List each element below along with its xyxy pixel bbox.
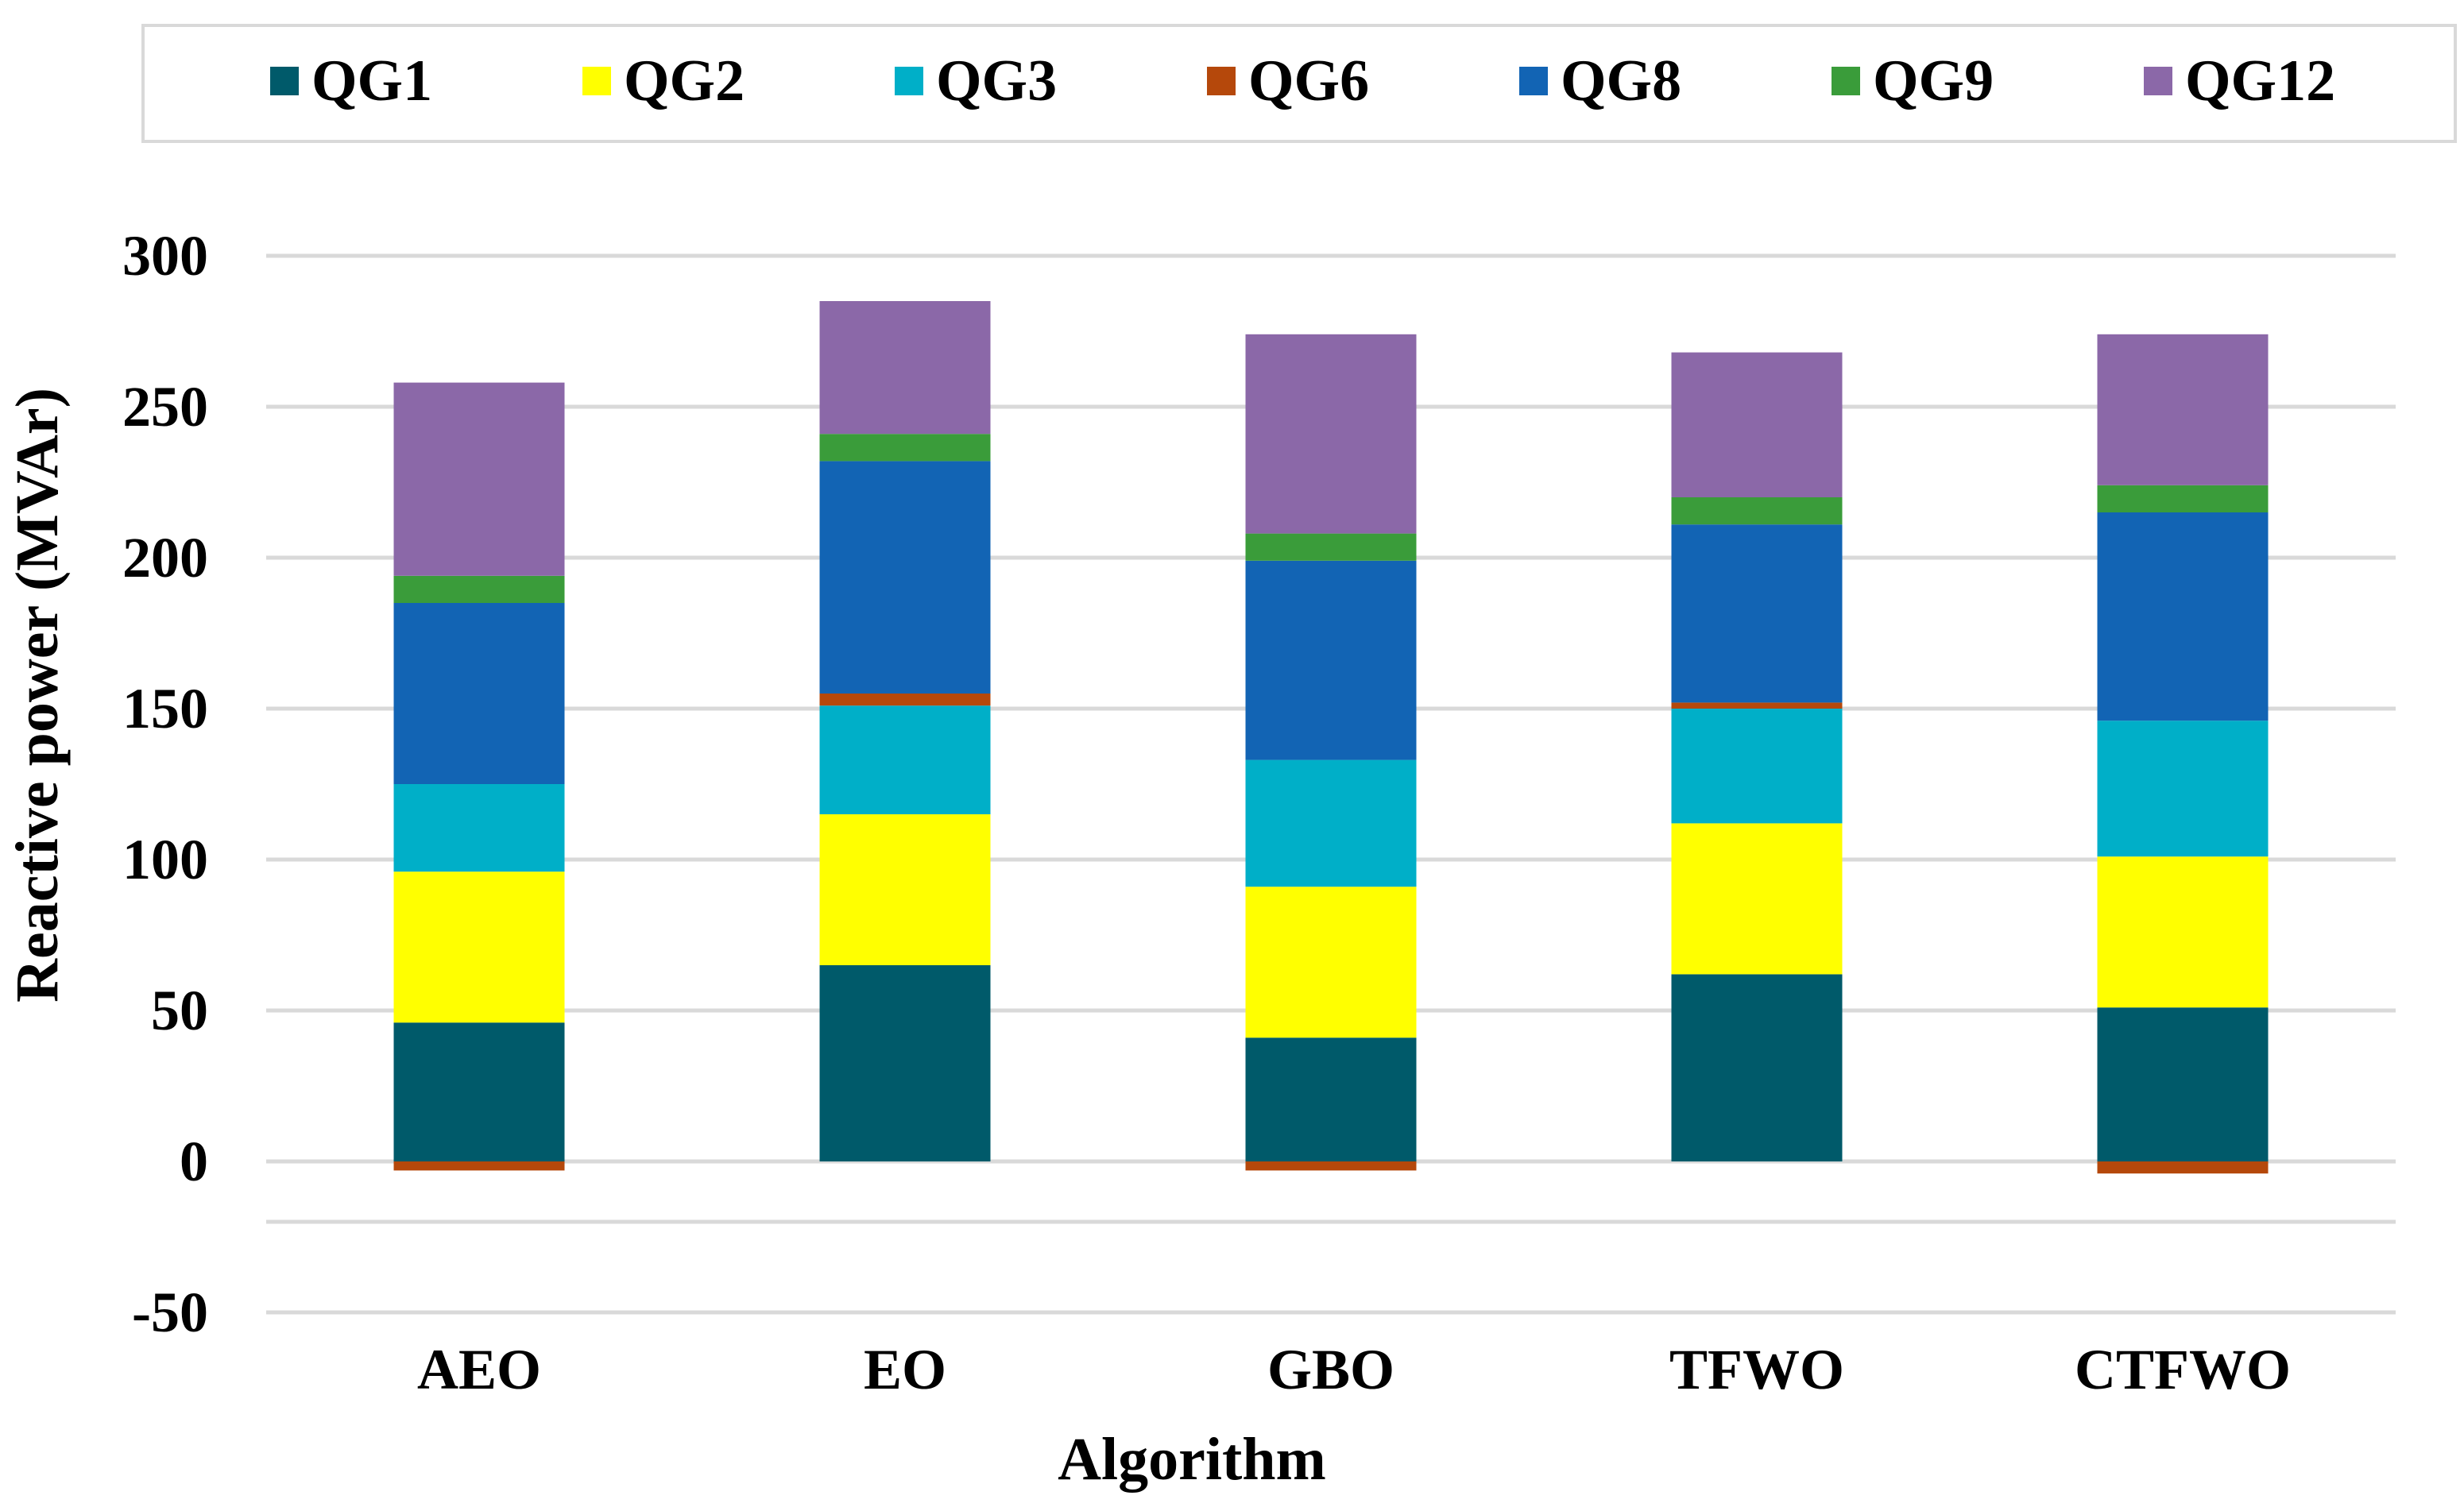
bar-segment-qg6-eo [819,694,991,706]
legend-swatch-qg8 [1519,67,1548,95]
bar-segment-qg2-tfwo [1671,823,1843,975]
bar-segment-qg3-gbo [1245,759,1417,887]
legend-swatch-qg3 [895,67,923,95]
bar-segment-qg1-eo [819,965,991,1161]
bar-segment-qg2-gbo [1245,887,1417,1038]
bar-segment-qg3-ctfwo [2097,721,2269,857]
bar-segment-qg6-ctfwo [2097,1161,2269,1174]
legend-label-qg3: QG3 [936,48,1057,114]
bar-segment-qg1-aeo [393,1022,565,1161]
bar-segment-qg8-aeo [393,603,565,784]
legend-label-qg1: QG1 [311,48,432,114]
bar-segment-qg9-tfwo [1671,497,1843,525]
legend: QG1 QG2 QG3 QG6 QG8 QG9 QG12 [141,24,2457,143]
y-tick-label: 300 [122,224,208,288]
x-axis-ticks: AEO EO GBO TFWO CTFWO [417,1338,2291,1401]
y-tick-label: 0 [180,1130,208,1193]
legend-label-qg9: QG9 [1873,48,1994,114]
bar-segment-qg9-gbo [1245,533,1417,561]
x-axis-title: Algorithm [1058,1426,1326,1493]
bars [393,301,2269,1174]
y-tick-label: 250 [122,375,208,439]
y-tick-label: 50 [151,979,208,1042]
legend-swatch-qg9 [1832,67,1860,95]
bar-segment-qg2-eo [819,814,991,965]
y-tick-label: 150 [122,677,208,740]
x-tick-label: CTFWO [2075,1338,2291,1401]
legend-swatch-qg2 [582,67,611,95]
bar-segment-qg3-aeo [393,784,565,872]
bar-segment-qg1-gbo [1245,1038,1417,1161]
x-tick-label: EO [864,1338,946,1401]
y-tick-label: -50 [132,1281,208,1344]
legend-label-qg8: QG8 [1561,48,1681,114]
bar-segment-qg8-gbo [1245,560,1417,760]
bar-segment-qg2-ctfwo [2097,856,2269,1008]
bar-segment-qg12-tfwo [1671,352,1843,497]
y-axis-ticks: -50 0 50 100 150 200 250 300 [122,224,208,1344]
y-tick-label: 200 [122,526,208,589]
legend-swatch-qg1 [270,67,299,95]
legend-label-qg2: QG2 [624,48,745,114]
bar-segment-qg3-eo [819,705,991,814]
bar-segment-qg12-gbo [1245,334,1417,534]
x-tick-label: TFWO [1669,1338,1844,1401]
legend-box [141,24,2457,143]
y-tick-label: 100 [122,828,208,891]
bar-segment-qg12-eo [819,301,991,435]
legend-swatch-qg6 [1207,67,1236,95]
bar-segment-qg12-aeo [393,382,565,576]
bar-segment-qg6-aeo [393,1161,565,1171]
x-tick-label: GBO [1267,1338,1394,1401]
y-axis-title: Reactive power (MVAr) [4,388,71,1003]
legend-swatch-qg12 [2144,67,2172,95]
bar-segment-qg9-eo [819,434,991,462]
x-tick-label: AEO [417,1338,541,1401]
bar-segment-qg9-ctfwo [2097,485,2269,512]
bar-segment-qg9-aeo [393,575,565,603]
bar-segment-qg1-tfwo [1671,974,1843,1161]
bar-segment-qg12-ctfwo [2097,334,2269,485]
bar-segment-qg2-aeo [393,871,565,1023]
bar-segment-qg6-gbo [1245,1161,1417,1171]
bar-segment-qg8-tfwo [1671,524,1843,703]
bar-segment-qg8-eo [819,461,991,694]
bar-segment-qg6-tfwo [1671,702,1843,709]
bar-segment-qg3-tfwo [1671,709,1843,824]
bar-segment-qg1-ctfwo [2097,1007,2269,1161]
bar-segment-qg8-ctfwo [2097,512,2269,721]
legend-label-qg12: QG12 [2185,48,2335,114]
legend-label-qg6: QG6 [1248,48,1369,114]
